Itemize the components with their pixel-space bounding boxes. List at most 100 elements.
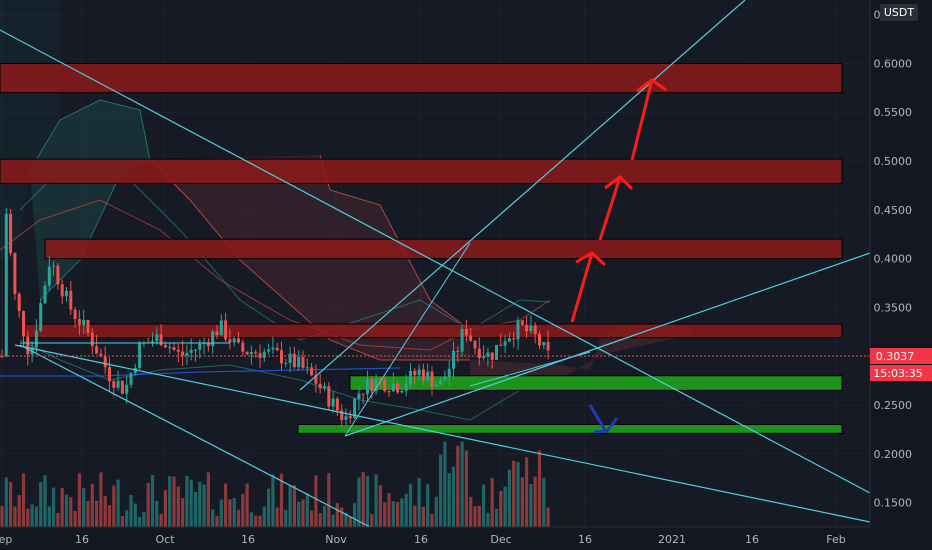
candle-body bbox=[473, 340, 477, 349]
volume-bar bbox=[439, 454, 443, 527]
volume-bar bbox=[460, 441, 464, 527]
volume-bar bbox=[275, 507, 279, 527]
candle-body bbox=[120, 380, 124, 394]
candle-body bbox=[353, 398, 357, 419]
volume-bar bbox=[262, 506, 266, 527]
candle-body bbox=[288, 353, 292, 363]
candle-body bbox=[331, 398, 335, 407]
y-tick-label: 0.4000 bbox=[874, 253, 913, 266]
candle-body bbox=[430, 371, 434, 387]
volume-bar bbox=[391, 501, 395, 527]
volume-bar bbox=[340, 507, 344, 527]
volume-bar bbox=[202, 484, 206, 527]
volume-bar bbox=[34, 506, 38, 527]
volume-bar bbox=[335, 503, 339, 527]
x-tick-label: 16 bbox=[241, 533, 255, 546]
volume-bar bbox=[129, 495, 133, 527]
candle-body bbox=[542, 342, 546, 346]
candle-body bbox=[254, 352, 258, 354]
volume-bar bbox=[228, 499, 232, 527]
candle-body bbox=[26, 336, 30, 355]
volume-bar bbox=[150, 475, 155, 527]
candle-body bbox=[176, 349, 180, 352]
candle-body bbox=[439, 380, 443, 385]
volume-bar bbox=[77, 473, 81, 527]
candle-body bbox=[211, 331, 215, 347]
x-tick-label: 2021 bbox=[658, 533, 686, 546]
volume-bar bbox=[258, 515, 262, 527]
candle-body bbox=[512, 338, 516, 340]
y-tick-label: 0.2000 bbox=[874, 448, 913, 461]
volume-bar bbox=[310, 510, 314, 527]
y-axis-background bbox=[870, 0, 932, 550]
volume-bar bbox=[503, 486, 507, 527]
candle-body bbox=[258, 353, 262, 358]
candle-body bbox=[39, 303, 43, 331]
volume-bar bbox=[396, 502, 400, 527]
candle-body bbox=[378, 378, 382, 380]
candle-body bbox=[82, 319, 86, 326]
candle-body bbox=[443, 376, 447, 381]
volume-bar bbox=[236, 509, 241, 527]
candle-body bbox=[73, 309, 77, 320]
volume-bar bbox=[99, 472, 103, 527]
arrow-up-1 bbox=[570, 252, 594, 323]
countdown-value: 15:03:35 bbox=[873, 367, 922, 380]
volume-bar bbox=[215, 516, 219, 527]
candle-body bbox=[447, 368, 451, 377]
candle-body bbox=[486, 352, 490, 357]
volume-bar bbox=[56, 512, 60, 527]
volume-bar bbox=[43, 475, 47, 527]
x-tick-label: 16 bbox=[745, 533, 759, 546]
x-tick-label: Sep bbox=[0, 533, 12, 546]
volume-bar bbox=[9, 481, 13, 527]
candle-body bbox=[284, 362, 288, 364]
volume-bar bbox=[95, 500, 99, 527]
support-zone bbox=[297, 424, 843, 434]
candle-body bbox=[538, 333, 541, 346]
candle-body bbox=[516, 320, 520, 340]
x-tick-label: Oct bbox=[155, 533, 175, 546]
volume-bar bbox=[477, 505, 481, 527]
volume-bar bbox=[39, 482, 43, 527]
volume-bar bbox=[13, 506, 17, 527]
trendline-main-down bbox=[0, 29, 871, 494]
resistance-zone bbox=[24, 323, 843, 339]
candle-body bbox=[460, 328, 464, 352]
price-zones bbox=[0, 62, 843, 434]
candle-body bbox=[503, 341, 507, 346]
volume-bar bbox=[103, 495, 107, 527]
volume-bar bbox=[305, 493, 309, 527]
volume-bar bbox=[516, 462, 520, 527]
candle-body bbox=[112, 381, 116, 388]
trendline-short bbox=[469, 351, 591, 387]
volume-bar bbox=[344, 512, 348, 527]
y-tick-label: 0.3500 bbox=[874, 301, 913, 314]
volume-bar bbox=[146, 482, 150, 527]
currency-badge[interactable] bbox=[880, 4, 918, 21]
resistance-zone bbox=[0, 158, 843, 184]
volume-bar bbox=[17, 495, 21, 527]
candle-body bbox=[232, 338, 236, 343]
candle-body bbox=[215, 331, 219, 336]
candle-body bbox=[60, 284, 64, 297]
candle-body bbox=[340, 410, 344, 420]
candle-body bbox=[495, 345, 498, 360]
candle-body bbox=[151, 341, 154, 343]
volume-bar bbox=[353, 503, 357, 527]
candle-body bbox=[116, 380, 120, 388]
volume-bar bbox=[378, 485, 382, 527]
arrow-up-3-head bbox=[636, 78, 667, 93]
volume-bar bbox=[168, 476, 172, 527]
volume-bar bbox=[374, 474, 378, 527]
y-tick-label: 0.5500 bbox=[874, 106, 913, 119]
trendline-wedge bbox=[344, 242, 471, 437]
volume-bar bbox=[64, 494, 69, 527]
candle-body bbox=[348, 416, 352, 419]
volume-bar bbox=[0, 506, 4, 527]
volume-bar bbox=[499, 490, 503, 527]
volume-bar bbox=[172, 476, 176, 527]
volume-bar bbox=[133, 503, 137, 527]
